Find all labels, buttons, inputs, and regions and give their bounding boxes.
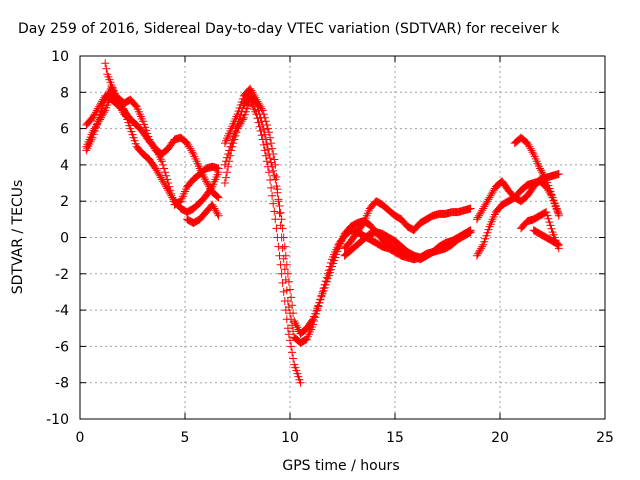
x-axis-label: GPS time / hours [282,458,399,474]
y-tick-label: -4 [55,303,69,319]
chart-title: Day 259 of 2016, Sidereal Day-to-day VTE… [18,21,560,37]
series-markers [340,197,475,253]
x-tick-label: 5 [181,430,190,446]
y-tick-label: -2 [55,267,69,283]
data-points [82,59,563,387]
x-tick-label: 0 [76,430,85,446]
series-markers [529,226,563,249]
data-series-5 [183,200,223,227]
data-series-8 [220,95,305,387]
series-markers [101,59,133,122]
series-markers [183,200,223,227]
series-markers [82,82,223,217]
data-series-14 [517,208,563,253]
data-series-15 [529,226,563,249]
data-series-10 [340,228,475,264]
x-tick-label: 25 [596,430,614,446]
x-tick-label: 20 [491,430,509,446]
y-tick-label: -10 [46,412,69,428]
data-series-9 [340,197,475,253]
data-series-13 [510,133,563,218]
y-axis-label: SDTVAR / TECUs [10,180,26,295]
series-markers [220,95,305,387]
data-series-4 [101,59,133,122]
axis-ticks: 0 5 10 15 20 25 -10 -8 -6 -4 -2 0 2 4 6 8 10 [46,49,614,446]
y-tick-label: -8 [55,376,69,392]
data-series-3 [82,82,223,217]
y-tick-label: 2 [60,194,69,210]
y-tick-label: 6 [60,122,69,138]
series-markers [510,133,563,218]
y-tick-label: 8 [60,85,69,101]
x-tick-label: 15 [386,430,404,446]
y-tick-label: 0 [60,231,69,247]
y-tick-label: -6 [55,339,69,355]
series-markers [340,228,475,264]
x-tick-label: 10 [281,430,299,446]
series-markers [517,208,563,253]
y-tick-label: 4 [60,158,69,174]
plot-frame [79,55,606,420]
y-tick-label: 10 [51,49,69,65]
